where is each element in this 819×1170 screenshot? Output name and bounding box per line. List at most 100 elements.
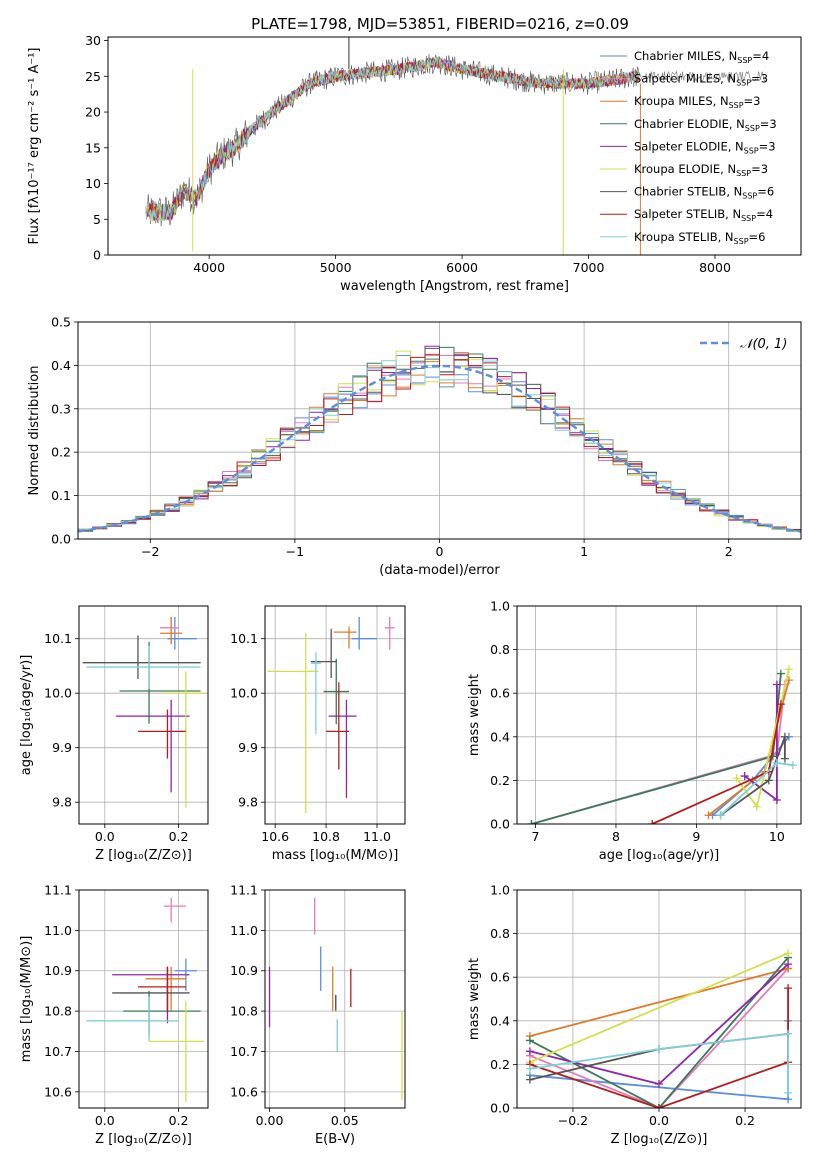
- legend-count: =3: [751, 72, 768, 86]
- x-axis-label: E(B-V): [315, 1132, 355, 1147]
- weight-marker: [525, 1064, 534, 1073]
- y-tick-label: 0.3: [51, 401, 71, 416]
- weight-marker: [776, 669, 785, 678]
- weight-marker: [716, 811, 725, 820]
- weight-marker: [780, 732, 789, 741]
- plot-area: [517, 606, 801, 824]
- legend-label: Kroupa MILES, NSSP=3: [634, 94, 760, 110]
- x-tick-label: 0: [436, 544, 444, 559]
- legend-label: Kroupa STELIB, NSSP=6: [634, 230, 765, 246]
- weight-marker: [772, 796, 781, 805]
- x-tick-label: 4000: [193, 260, 225, 275]
- y-tick-label: 10.0: [44, 686, 72, 701]
- legend-label: Kroupa ELODIE, NSSP=3: [634, 162, 768, 178]
- axes-frame: [516, 889, 802, 1109]
- weight-marker: [525, 1075, 534, 1084]
- x-tick-label: 8000: [699, 260, 731, 275]
- y-tick-label: 10: [85, 176, 101, 191]
- legend-count: =6: [749, 230, 766, 244]
- y-tick-label: 1.0: [490, 883, 510, 898]
- y-tick-label: 0.8: [490, 926, 510, 941]
- weight-marker: [655, 1045, 663, 1054]
- y-tick-label: 9.8: [52, 795, 72, 810]
- axes-frame: [77, 321, 802, 540]
- weight-marker: [772, 758, 781, 767]
- y-tick-label: 11.0: [230, 923, 258, 938]
- y-tick-label: 10.1: [230, 631, 258, 646]
- y-tick-label: 0.8: [490, 642, 510, 657]
- y-tick-label: 0.4: [51, 358, 71, 373]
- x-axis-label: mass [log₁₀(M/M⊙)]: [272, 848, 399, 863]
- spectrum-line-8: [145, 56, 640, 221]
- axes-frame: [264, 889, 406, 1109]
- legend-label: Salpeter STELIB, NSSP=4: [634, 207, 773, 223]
- x-tick-label: 5000: [320, 260, 352, 275]
- y-tick-label: 0.0: [51, 532, 71, 547]
- y-tick-label: 9.8: [238, 795, 258, 810]
- panel-mass_vs_Z: 0.0 0.2 10.6 10.7 10.8 10.9 11.0 11.1 Z [log₁₀(Z…: [19, 883, 209, 1147]
- x-tick-label: −2: [141, 544, 159, 559]
- x-tick-label: 11.0: [363, 829, 391, 844]
- x-tick-label: 0.2: [169, 1113, 189, 1128]
- weight-marker: [525, 1047, 534, 1056]
- plot-area: [78, 322, 801, 539]
- y-tick-label: 0: [93, 248, 101, 263]
- panel-mass_weight_vs_Z: −0.2 0.0 0.2 0.0 0.2 0.4 0.6 0.8 1.0 Z [log₁₀(Z/Z…: [467, 883, 802, 1147]
- spectrum-tail: [638, 70, 766, 83]
- x-tick-label: 10.8: [312, 829, 340, 844]
- legend-label: Salpeter MILES, NSSP=3: [634, 72, 768, 88]
- y-tick-label: 10.6: [44, 1084, 72, 1099]
- y-axis-label: Flux [fλ10⁻¹⁷ erg cm⁻² s⁻¹ A⁻¹]: [27, 48, 42, 245]
- gaussian-curve: [78, 364, 801, 533]
- legend-count: =3: [759, 139, 776, 153]
- weight-marker: [784, 665, 793, 674]
- weight-marker: [784, 949, 793, 958]
- x-tick-label: 7000: [573, 260, 605, 275]
- axes-frame: [264, 605, 406, 825]
- weight-marker: [525, 1036, 534, 1045]
- x-tick-label: 0.2: [169, 829, 189, 844]
- weight-line-1: [531, 684, 786, 824]
- axes-frame: [78, 889, 209, 1109]
- y-tick-label: 5: [93, 212, 101, 227]
- plot-area: [145, 37, 766, 255]
- legend-subscript: SSP: [729, 101, 744, 110]
- x-tick-label: 0.0: [95, 1113, 115, 1128]
- y-axis-label: mass [log₁₀(M/M⊙)]: [19, 936, 34, 1063]
- x-tick-label: 0.00: [256, 1113, 284, 1128]
- weight-marker: [772, 680, 781, 689]
- weight-marker: [784, 984, 793, 993]
- y-tick-label: 30: [85, 33, 101, 48]
- legend-count: =3: [760, 117, 777, 131]
- legend-subscript: SSP: [737, 56, 752, 65]
- y-axis-label: mass weight: [467, 674, 482, 756]
- x-axis-label: Z [log₁₀(Z/Z⊙)]: [611, 1132, 708, 1147]
- y-tick-label: 0.5: [51, 315, 71, 330]
- y-tick-label: 10.8: [230, 1004, 258, 1019]
- y-tick-label: 11.1: [230, 883, 258, 898]
- x-tick-label: 1: [580, 544, 588, 559]
- y-tick-label: 0.0: [490, 817, 510, 832]
- x-tick-label: 0.05: [331, 1113, 359, 1128]
- y-tick-label: 10.1: [44, 631, 72, 646]
- weight-marker: [648, 820, 657, 824]
- y-tick-label: 1.0: [490, 599, 510, 614]
- plot-area: [79, 890, 208, 1108]
- y-tick-label: 0.4: [490, 1013, 510, 1028]
- plot-area: [265, 606, 405, 824]
- y-axis-label: mass weight: [467, 958, 482, 1040]
- weight-marker: [788, 761, 797, 770]
- figure-title: PLATE=1798, MJD=53851, FIBERID=0216, z=0…: [251, 15, 629, 33]
- legend-subscript: SSP: [741, 214, 756, 223]
- weight-marker: [527, 820, 536, 824]
- y-tick-label: 15: [85, 140, 101, 155]
- x-axis-label: Z [log₁₀(Z/Z⊙)]: [95, 848, 192, 863]
- y-tick-label: 10.6: [230, 1084, 258, 1099]
- y-tick-label: 0.4: [490, 729, 510, 744]
- panel-mass_vs_ebv: 0.00 0.05 10.6 10.7 10.8 10.9 11.0 11.1 E(B-V): [230, 883, 406, 1147]
- legend-subscript: SSP: [736, 169, 751, 178]
- x-axis-label: wavelength [Angstrom, rest frame]: [340, 279, 569, 294]
- x-tick-label: 10.6: [261, 829, 289, 844]
- panel-spectrum: 4000 5000 6000 7000 8000 0 5 10 15 20 25 30 waveleng…: [27, 33, 802, 294]
